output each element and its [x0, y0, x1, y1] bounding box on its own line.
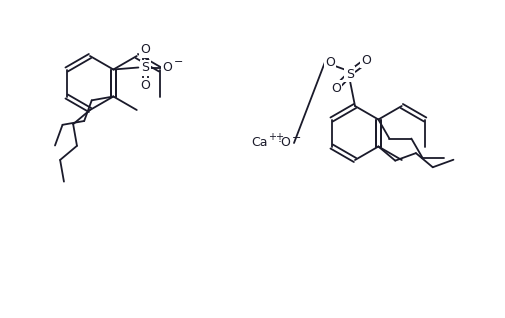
Text: O: O	[324, 56, 334, 68]
Text: ·O: ·O	[277, 136, 291, 149]
Text: ++: ++	[268, 132, 283, 142]
Text: O: O	[140, 43, 150, 56]
Text: S: S	[345, 67, 353, 80]
Text: O: O	[162, 61, 172, 74]
Text: O: O	[361, 53, 370, 66]
Text: −: −	[173, 58, 182, 67]
Text: O: O	[140, 79, 150, 92]
Text: S: S	[141, 61, 149, 74]
Text: Ca: Ca	[251, 136, 268, 149]
Text: −: −	[291, 133, 301, 143]
Text: O: O	[330, 81, 340, 94]
